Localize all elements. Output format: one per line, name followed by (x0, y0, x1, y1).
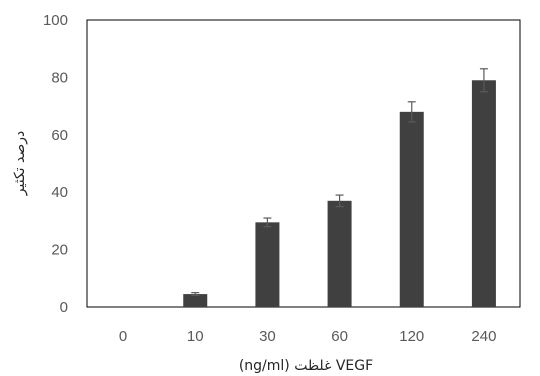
y-tick-label: 0 (60, 299, 68, 316)
plot-area (86, 19, 521, 308)
bar-240 (471, 80, 496, 308)
y-tick-label: 100 (43, 12, 68, 29)
error-bars-layer (191, 68, 488, 297)
bar-30 (255, 222, 280, 307)
y-tick-label: 80 (51, 69, 68, 86)
x-axis-title: (ng/ml) غلظت VEGF (239, 358, 373, 374)
x-tick-label: 10 (187, 328, 204, 345)
y-tick-labels: 0 20 40 60 80 100 (43, 12, 68, 316)
error-bar-10 (191, 292, 200, 297)
x-tick-label: 30 (259, 328, 276, 345)
bar-60 (327, 200, 352, 307)
x-tick-label: 240 (471, 328, 496, 345)
x-tick-label: 120 (399, 328, 424, 345)
y-tick-label: 60 (51, 127, 68, 144)
error-bar-60 (335, 194, 344, 208)
x-tick-label: 60 (331, 328, 348, 345)
bar-120 (399, 111, 424, 307)
x-tick-label: 0 (119, 328, 127, 345)
x-tick-labels: 0 10 30 60 120 240 (119, 328, 497, 345)
bar-10 (183, 294, 208, 307)
error-bar-30 (263, 217, 272, 228)
y-tick-label: 40 (51, 184, 68, 201)
y-axis-title: درصد تکثیر (12, 131, 28, 196)
y-tick-label: 20 (51, 242, 68, 259)
bars-layer (183, 80, 496, 308)
error-bar-240 (479, 68, 488, 93)
error-bar-120 (407, 101, 416, 123)
